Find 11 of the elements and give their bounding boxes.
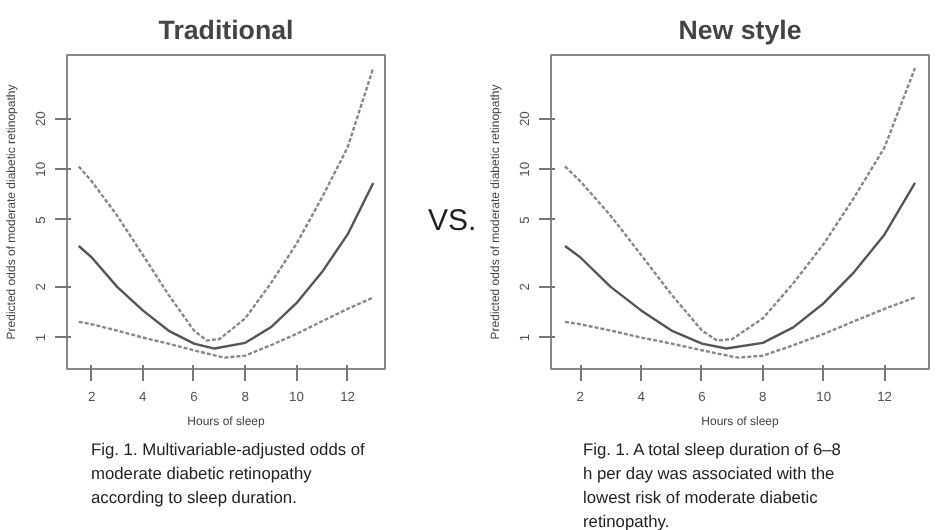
line-series xyxy=(563,296,917,359)
line-series xyxy=(563,66,917,342)
chart-title: Traditional xyxy=(158,15,294,45)
chart-title: New style xyxy=(678,15,802,45)
line-series xyxy=(77,181,375,350)
line-series xyxy=(77,66,375,342)
text: VS. xyxy=(428,202,477,242)
caption: Fig. 1. A total sleep duration of 6–8 h per day was associated with the lowest risk of moderate diabetic retinopathy. xyxy=(583,439,842,530)
caption: Fig. 1. Multivariable-adjusted odds of moderate diabetic retinopathy according to sleep duration. xyxy=(91,439,367,507)
line-series xyxy=(563,181,917,350)
line-series xyxy=(77,296,375,359)
